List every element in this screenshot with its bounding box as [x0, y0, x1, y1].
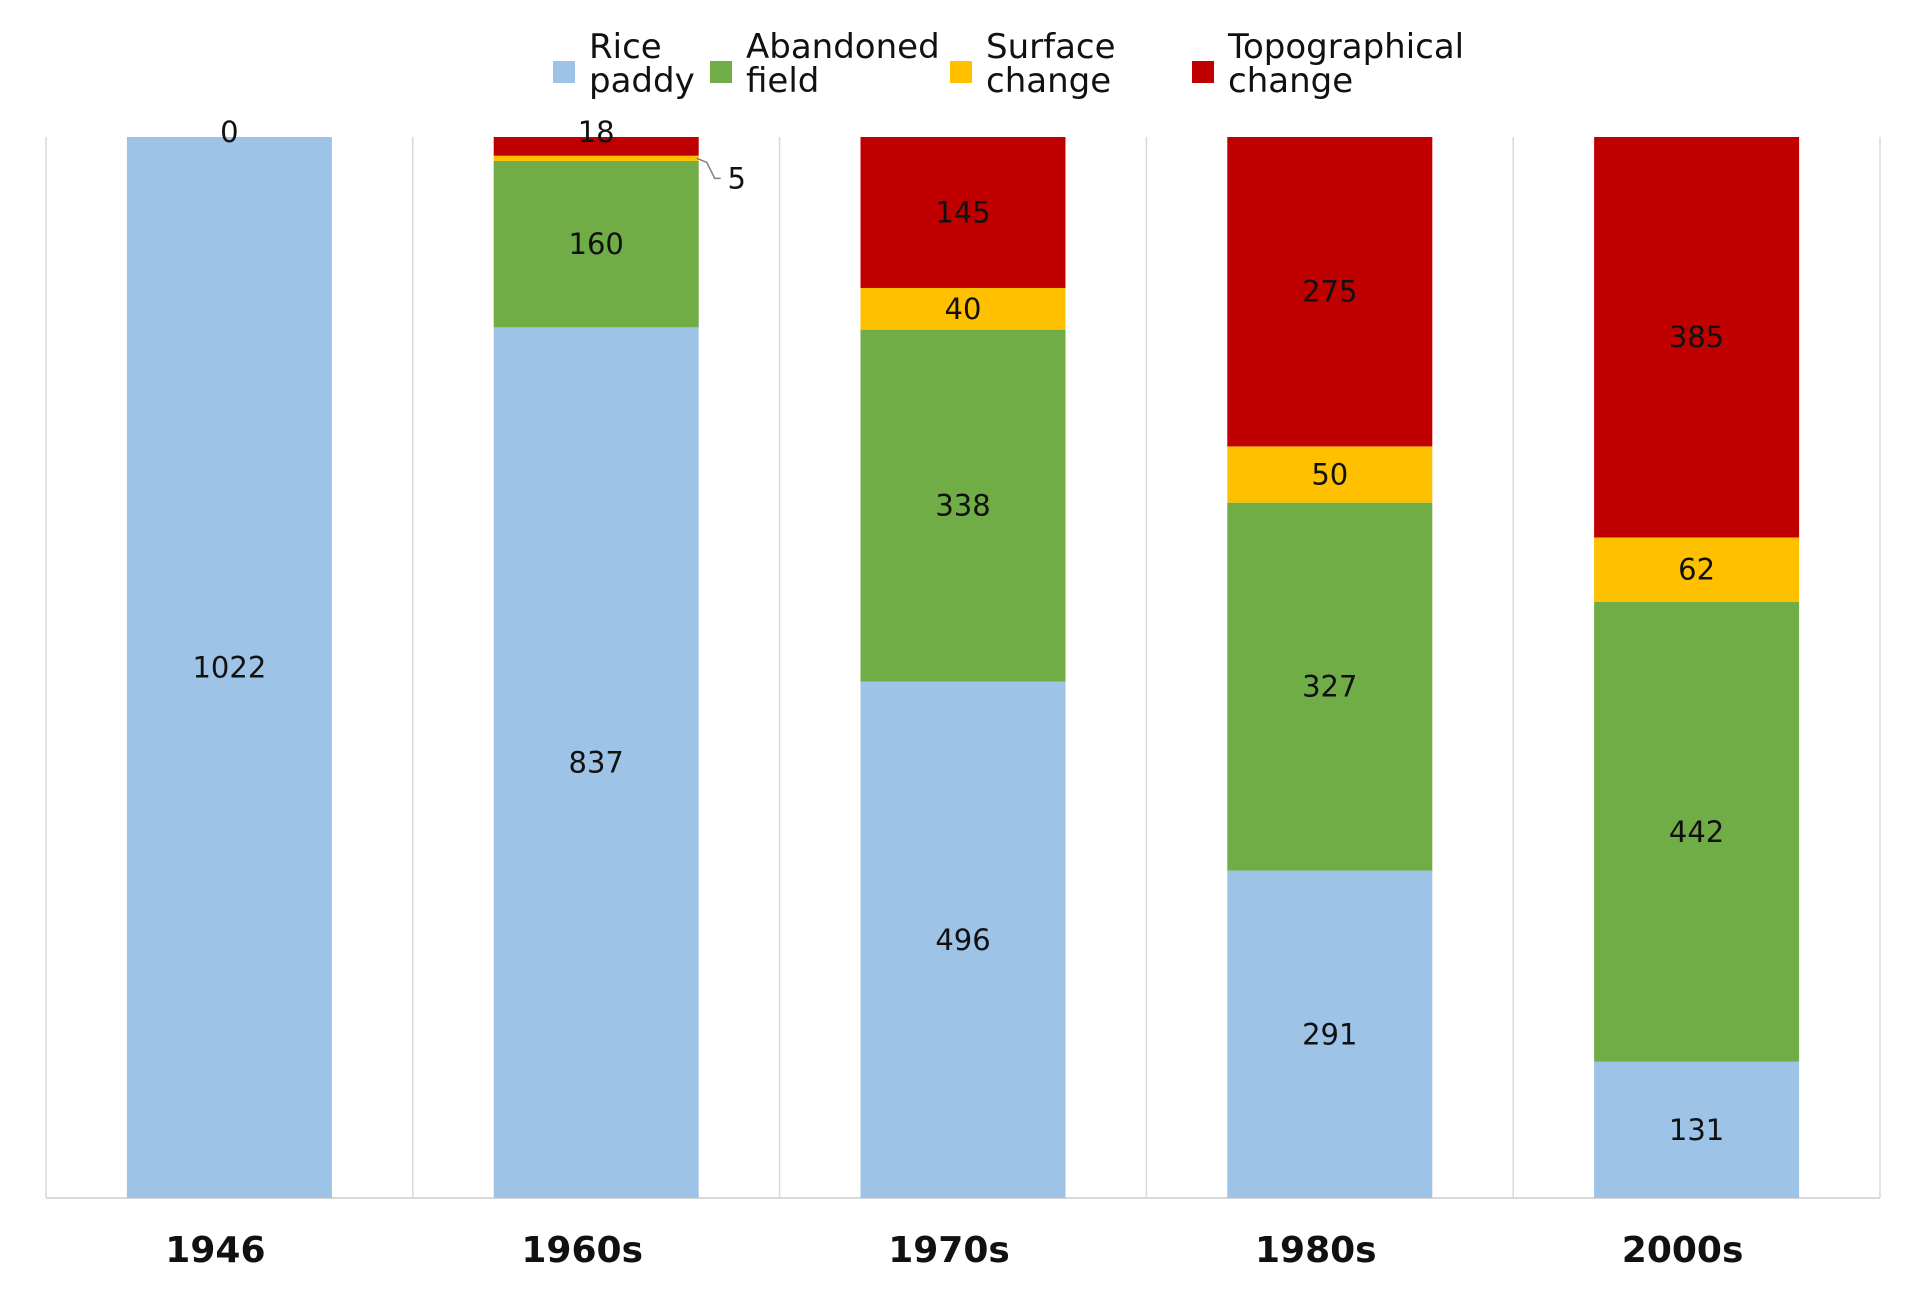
category-label-1970s: 1970s: [888, 1230, 1010, 1271]
legend-label-topographical-change-line2: change: [1228, 61, 1353, 101]
data-label-rice-paddy-1970s: 496: [935, 923, 990, 957]
bar-topographical-change-2000s: [1594, 137, 1800, 538]
data-label-rice-paddy-1960s: 837: [569, 746, 624, 780]
bar-abandoned-field-2000s: [1594, 601, 1800, 1062]
data-label-surface-change-1980s: 50: [1311, 458, 1348, 492]
data-label-surface-change-1970s: 40: [945, 292, 982, 326]
legend: RicepaddyAbandonedfieldSurfacechangeTopo…: [553, 27, 1464, 101]
data-label-abandoned-field-1960s: 160: [569, 227, 624, 261]
legend-label-abandoned-field: Abandoned: [746, 27, 940, 67]
category-label-1946: 1946: [165, 1230, 265, 1271]
bar-topographical-change-1960s: [493, 137, 699, 156]
bar-surface-change-1960s: [493, 155, 699, 161]
leader-line: [696, 157, 721, 180]
legend-swatch-topographical-change: [1192, 61, 1214, 83]
bar-rice-paddy-1970s: [860, 681, 1066, 1198]
data-label-abandoned-field-2000s: 442: [1669, 815, 1724, 849]
data-label-topographical-change-1960s: 18: [578, 115, 615, 149]
legend-label-surface-change: Surface: [986, 27, 1116, 67]
legend-label-topographical-change: Topographical: [1227, 27, 1464, 67]
legend-label-abandoned-field-line2: field: [746, 61, 819, 101]
bar-surface-change-2000s: [1594, 537, 1800, 602]
bar-rice-paddy-1960s: [493, 327, 699, 1198]
data-label-topographical-change-1980s: 275: [1302, 275, 1357, 309]
data-label-topographical-change-2000s: 385: [1669, 320, 1724, 354]
bar-abandoned-field-1960s: [493, 160, 699, 328]
bar-rice-paddy-2000s: [1594, 1061, 1800, 1198]
data-label-rice-paddy-1980s: 291: [1302, 1017, 1357, 1051]
value-labels: 1022 0 837 160 5 18 496 338 40 145 291 327 50 275 131 4…: [192, 115, 1724, 1147]
bar-topographical-change-1980s: [1227, 137, 1433, 447]
bars: [126, 137, 1800, 1198]
bar-topographical-change-1970s: [860, 137, 1066, 288]
bar-surface-change-1970s: [860, 287, 1066, 330]
bar-surface-change-1980s: [1227, 446, 1433, 503]
bar-rice-paddy-1946: [126, 137, 332, 1198]
bar-abandoned-field-1980s: [1227, 502, 1433, 871]
legend-swatch-rice-paddy: [553, 61, 575, 83]
data-label-surface-change-2000s: 62: [1678, 553, 1715, 587]
data-label-rice-paddy-1946: 1022: [192, 651, 266, 685]
category-label-2000s: 2000s: [1622, 1230, 1744, 1271]
data-label-abandoned-field-1980s: 327: [1302, 670, 1357, 704]
legend-swatch-surface-change: [950, 61, 972, 83]
bar-rice-paddy-1980s: [1227, 870, 1433, 1198]
legend-label-rice-paddy: Rice: [589, 27, 662, 67]
data-label-abandoned-field-1970s: 338: [935, 489, 990, 523]
legend-label-surface-change-line2: change: [986, 61, 1111, 101]
category-labels: 1946 1960s 1970s 1980s 2000s: [165, 1230, 1743, 1271]
legend-label-rice-paddy-line2: paddy: [589, 61, 695, 101]
category-label-1960s: 1960s: [521, 1230, 643, 1271]
data-label-surface-change-1960s: 5: [727, 161, 745, 195]
data-label-topographical-change-1970s: 145: [935, 195, 990, 229]
data-label-rice-paddy-2000s: 131: [1669, 1113, 1724, 1147]
legend-swatch-abandoned-field: [710, 61, 732, 83]
bar-abandoned-field-1970s: [860, 329, 1066, 682]
data-label-topographical-change-1946: 0: [220, 115, 238, 149]
category-label-1980s: 1980s: [1255, 1230, 1377, 1271]
